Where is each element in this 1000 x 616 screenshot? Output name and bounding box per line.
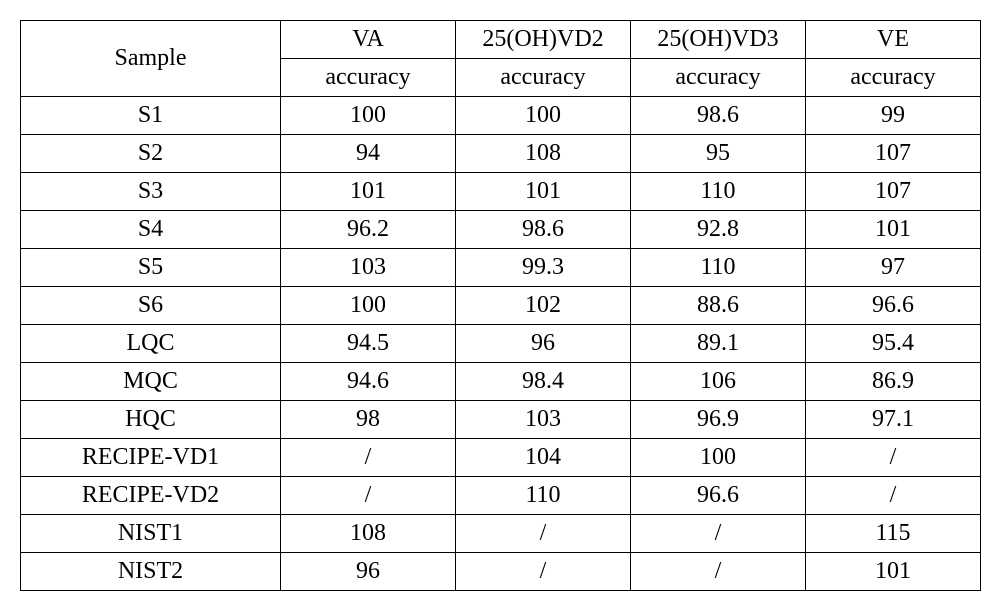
data-cell: 94.6 [281,363,456,401]
table-row: NIST296//101 [21,553,981,591]
data-cell: / [456,515,631,553]
table-row: S29410895107 [21,135,981,173]
data-cell: 96 [456,325,631,363]
sample-cell: LQC [21,325,281,363]
data-cell: 96.6 [631,477,806,515]
table-row: MQC94.698.410686.9 [21,363,981,401]
data-cell: 106 [631,363,806,401]
data-cell: / [631,515,806,553]
data-cell: 97.1 [806,401,981,439]
data-cell: 103 [281,249,456,287]
data-cell: 89.1 [631,325,806,363]
subheader-accuracy: accuracy [281,59,456,97]
subheader-accuracy: accuracy [806,59,981,97]
data-cell: 101 [806,211,981,249]
data-cell: 97 [806,249,981,287]
sample-cell: S6 [21,287,281,325]
data-cell: 108 [281,515,456,553]
table-row: S610010288.696.6 [21,287,981,325]
data-cell: 115 [806,515,981,553]
table-body: S110010098.699S29410895107S3101101110107… [21,97,981,591]
data-cell: 86.9 [806,363,981,401]
data-cell: 101 [456,173,631,211]
data-cell: / [806,439,981,477]
data-cell: 96.2 [281,211,456,249]
data-cell: 104 [456,439,631,477]
sample-cell: S5 [21,249,281,287]
sample-cell: HQC [21,401,281,439]
table-row: S110010098.699 [21,97,981,135]
subheader-accuracy: accuracy [456,59,631,97]
table-row: HQC9810396.997.1 [21,401,981,439]
sample-cell: MQC [21,363,281,401]
data-cell: 110 [456,477,631,515]
data-cell: / [456,553,631,591]
data-cell: / [281,477,456,515]
sample-cell: S1 [21,97,281,135]
data-cell: 99.3 [456,249,631,287]
sample-cell: S2 [21,135,281,173]
data-cell: 101 [281,173,456,211]
data-cell: 101 [806,553,981,591]
data-cell: 100 [631,439,806,477]
header-col-vd3: 25(OH)VD3 [631,21,806,59]
accuracy-table: Sample VA 25(OH)VD2 25(OH)VD3 VE accurac… [20,20,981,591]
data-cell: 99 [806,97,981,135]
data-cell: 92.8 [631,211,806,249]
data-cell: 94.5 [281,325,456,363]
data-cell: 100 [281,97,456,135]
data-cell: 103 [456,401,631,439]
data-cell: 94 [281,135,456,173]
table-row: RECIPE-VD1/104100/ [21,439,981,477]
table-row: S496.298.692.8101 [21,211,981,249]
data-cell: 98.6 [456,211,631,249]
subheader-accuracy: accuracy [631,59,806,97]
table-row: S3101101110107 [21,173,981,211]
header-col-va: VA [281,21,456,59]
data-cell: / [281,439,456,477]
sample-cell: S3 [21,173,281,211]
header-col-ve: VE [806,21,981,59]
sample-cell: NIST2 [21,553,281,591]
table-header: Sample VA 25(OH)VD2 25(OH)VD3 VE accurac… [21,21,981,97]
data-cell: 95 [631,135,806,173]
table-row: LQC94.59689.195.4 [21,325,981,363]
data-cell: 100 [456,97,631,135]
data-cell: 95.4 [806,325,981,363]
header-col-vd2: 25(OH)VD2 [456,21,631,59]
data-cell: 96.6 [806,287,981,325]
data-cell: 100 [281,287,456,325]
data-cell: / [806,477,981,515]
data-cell: 110 [631,249,806,287]
data-cell: 98.6 [631,97,806,135]
data-cell: 98 [281,401,456,439]
sample-cell: RECIPE-VD2 [21,477,281,515]
header-sample: Sample [21,21,281,97]
data-cell: 108 [456,135,631,173]
data-cell: 110 [631,173,806,211]
sample-cell: RECIPE-VD1 [21,439,281,477]
sample-cell: S4 [21,211,281,249]
data-cell: 96 [281,553,456,591]
data-cell: 102 [456,287,631,325]
data-cell: 107 [806,135,981,173]
table-row: NIST1108//115 [21,515,981,553]
header-row-1: Sample VA 25(OH)VD2 25(OH)VD3 VE [21,21,981,59]
data-cell: 96.9 [631,401,806,439]
data-cell: / [631,553,806,591]
table-row: RECIPE-VD2/11096.6/ [21,477,981,515]
data-cell: 107 [806,173,981,211]
sample-cell: NIST1 [21,515,281,553]
data-cell: 88.6 [631,287,806,325]
data-cell: 98.4 [456,363,631,401]
table-row: S510399.311097 [21,249,981,287]
